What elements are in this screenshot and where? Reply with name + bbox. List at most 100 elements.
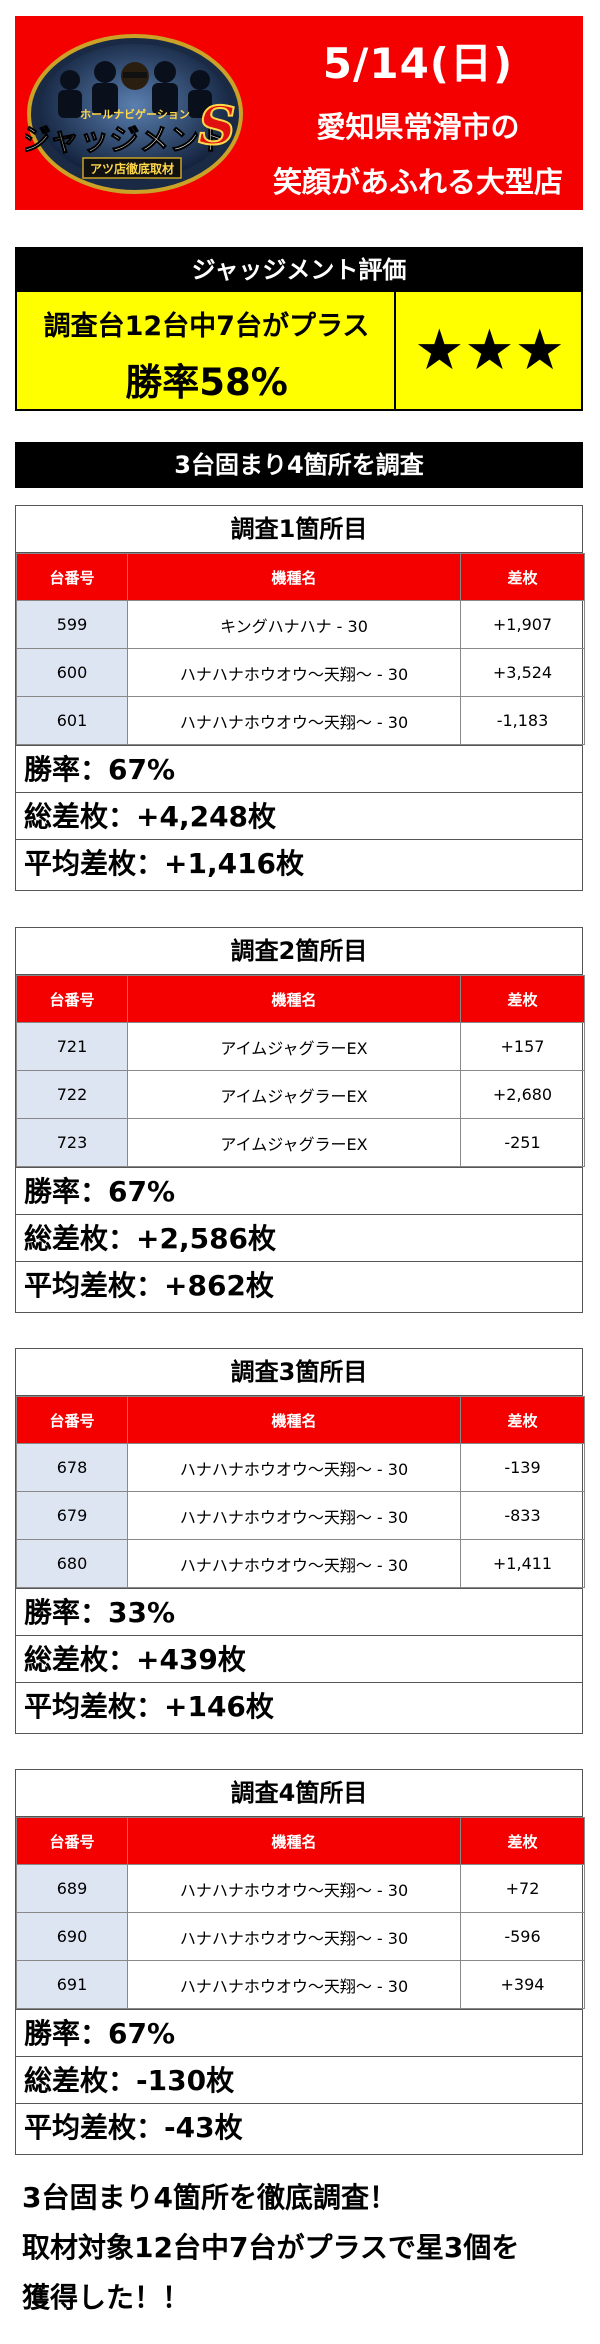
column-header-diff: 差枚 xyxy=(460,553,585,601)
machine-model: キングハナハナ - 30 xyxy=(127,600,461,649)
win-rate: 勝率：67% xyxy=(16,2009,582,2056)
evaluation-summary: 調査台12台中7台がプラス 勝率58% xyxy=(17,292,396,409)
coin-difference: -1,183 xyxy=(460,696,585,745)
evaluation-summary-line1: 調査台12台中7台がプラス xyxy=(43,311,370,342)
machine-model: ハナハナホウオウ〜天翔〜 - 30 xyxy=(127,1443,461,1492)
machine-number: 600 xyxy=(16,648,128,697)
coin-difference: +3,524 xyxy=(460,648,585,697)
table-header-row: 台番号 機種名 差枚 xyxy=(16,1817,585,1865)
store-description: 笑顔があふれる大型店 xyxy=(272,165,563,199)
machine-model: アイムジャグラーEX xyxy=(127,1022,461,1071)
average-difference: 平均差枚：+146枚 xyxy=(16,1682,582,1729)
win-rate: 勝率：33% xyxy=(16,1588,582,1635)
column-header-number: 台番号 xyxy=(16,553,128,601)
column-header-diff: 差枚 xyxy=(460,1396,585,1444)
svg-text:ホールナビゲーション: ホールナビゲーション xyxy=(80,107,190,121)
column-header-diff: 差枚 xyxy=(460,975,585,1023)
svg-text:ジャッジメント: ジャッジメント xyxy=(25,123,229,158)
report-date: 5/14(日) xyxy=(322,39,514,88)
machine-model: ハナハナホウオウ〜天翔〜 - 30 xyxy=(127,1491,461,1540)
machine-model: ハナハナホウオウ〜天翔〜 - 30 xyxy=(127,648,461,697)
column-header-diff: 差枚 xyxy=(460,1817,585,1865)
table-row: 690 ハナハナホウオウ〜天翔〜 - 30 -596 xyxy=(16,1912,585,1961)
column-header-number: 台番号 xyxy=(16,1817,128,1865)
machine-number: 690 xyxy=(16,1912,128,1961)
column-header-number: 台番号 xyxy=(16,975,128,1023)
svg-text:S: S xyxy=(198,96,236,157)
machine-number: 689 xyxy=(16,1864,128,1913)
average-difference: 平均差枚：+1,416枚 xyxy=(16,839,582,886)
evaluation-title: ジャッジメント評価 xyxy=(17,249,581,292)
machine-number: 601 xyxy=(16,696,128,745)
survey-table: 台番号 機種名 差枚 689 ハナハナホウオウ〜天翔〜 - 30 +72 690 ハナハナホウ… xyxy=(16,1817,585,2009)
footer-line2: 取材対象12台中7台がプラスで星3個を xyxy=(22,2231,520,2264)
machine-number: 722 xyxy=(16,1070,128,1119)
survey-block: 調査3箇所目 台番号 機種名 差枚 678 ハナハナホウオウ〜天翔〜 - 30 -139 67… xyxy=(15,1348,585,1734)
column-header-model: 機種名 xyxy=(127,553,461,601)
evaluation-body: 調査台12台中7台がプラス 勝率58% ★★★ xyxy=(17,292,581,409)
machine-number: 599 xyxy=(16,600,128,649)
machine-model: ハナハナホウオウ〜天翔〜 - 30 xyxy=(127,1539,461,1588)
footer-summary: 3台固まり4箇所を徹底調査！ 取材対象12台中7台がプラスで星3個を 獲得した！… xyxy=(22,2173,582,2323)
survey-table: 台番号 機種名 差枚 678 ハナハナホウオウ〜天翔〜 - 30 -139 679 ハナハナホ… xyxy=(16,1396,585,1588)
table-row: 691 ハナハナホウオウ〜天翔〜 - 30 +394 xyxy=(16,1960,585,2009)
average-difference: 平均差枚：-43枚 xyxy=(16,2103,582,2150)
coin-difference: +394 xyxy=(460,1960,585,2009)
table-row: 723 アイムジャグラーEX -251 xyxy=(16,1118,585,1167)
column-header-model: 機種名 xyxy=(127,1817,461,1865)
table-row: 680 ハナハナホウオウ〜天翔〜 - 30 +1,411 xyxy=(16,1539,585,1588)
machine-number: 679 xyxy=(16,1491,128,1540)
survey-table: 台番号 機種名 差枚 721 アイムジャグラーEX +157 722 アイムジャグラーEX +2… xyxy=(16,975,585,1167)
machine-model: ハナハナホウオウ〜天翔〜 - 30 xyxy=(127,696,461,745)
coin-difference: -833 xyxy=(460,1491,585,1540)
machine-number: 721 xyxy=(16,1022,128,1071)
win-rate: 勝率：67% xyxy=(16,745,582,792)
coin-difference: -139 xyxy=(460,1443,585,1492)
table-row: 721 アイムジャグラーEX +157 xyxy=(16,1022,585,1071)
location-line: 愛知県常滑市の xyxy=(316,110,520,144)
machine-model: ハナハナホウオウ〜天翔〜 - 30 xyxy=(127,1864,461,1913)
table-header-row: 台番号 機種名 差枚 xyxy=(16,975,585,1023)
machine-model: アイムジャグラーEX xyxy=(127,1118,461,1167)
coin-difference: -596 xyxy=(460,1912,585,1961)
total-difference: 総差枚：-130枚 xyxy=(16,2056,582,2103)
survey-block: 調査2箇所目 台番号 機種名 差枚 721 アイムジャグラーEX +157 722 アイムジャグ… xyxy=(15,927,585,1313)
svg-text:アツ店徹底取材: アツ店徹底取材 xyxy=(90,161,174,176)
machine-model: アイムジャグラーEX xyxy=(127,1070,461,1119)
column-header-model: 機種名 xyxy=(127,975,461,1023)
machine-number: 680 xyxy=(16,1539,128,1588)
coin-difference: +1,411 xyxy=(460,1539,585,1588)
evaluation-box: ジャッジメント評価 調査台12台中7台がプラス 勝率58% ★★★ xyxy=(15,247,583,411)
survey-table: 台番号 機種名 差枚 599 キングハナハナ - 30 +1,907 600 ハナハナホウオウ… xyxy=(16,553,585,745)
table-header-row: 台番号 機種名 差枚 xyxy=(16,553,585,601)
table-header-row: 台番号 機種名 差枚 xyxy=(16,1396,585,1444)
machine-number: 691 xyxy=(16,1960,128,2009)
table-row: 722 アイムジャグラーEX +2,680 xyxy=(16,1070,585,1119)
total-difference: 総差枚：+4,248枚 xyxy=(16,792,582,839)
header-banner: ホールナビゲーション ジャッジメント S アツ店徹底取材 5/14(日) 愛知県… xyxy=(15,16,583,210)
machine-number: 678 xyxy=(16,1443,128,1492)
survey-block: 調査4箇所目 台番号 機種名 差枚 689 ハナハナホウオウ〜天翔〜 - 30 +72 690… xyxy=(15,1769,585,2155)
table-row: 600 ハナハナホウオウ〜天翔〜 - 30 +3,524 xyxy=(16,648,585,697)
footer-line1: 3台固まり4箇所を徹底調査！ xyxy=(22,2181,397,2214)
table-row: 601 ハナハナホウオウ〜天翔〜 - 30 -1,183 xyxy=(16,696,585,745)
coin-difference: +1,907 xyxy=(460,600,585,649)
table-row: 689 ハナハナホウオウ〜天翔〜 - 30 +72 xyxy=(16,1864,585,1913)
banner-text: 5/14(日) 愛知県常滑市の 笑顔があふれる大型店 xyxy=(253,16,583,210)
total-difference: 総差枚：+2,586枚 xyxy=(16,1214,582,1261)
survey-title: 調査1箇所目 xyxy=(16,506,582,553)
total-difference: 総差枚：+439枚 xyxy=(16,1635,582,1682)
footer-line3: 獲得した！！ xyxy=(22,2281,191,2314)
coin-difference: -251 xyxy=(460,1118,585,1167)
survey-title: 調査2箇所目 xyxy=(16,928,582,975)
judgment-logo: ホールナビゲーション ジャッジメント S アツ店徹底取材 xyxy=(25,34,243,194)
coin-difference: +157 xyxy=(460,1022,585,1071)
survey-title: 調査4箇所目 xyxy=(16,1770,582,1817)
survey-block: 調査1箇所目 台番号 機種名 差枚 599 キングハナハナ - 30 +1,907 600 ハナ… xyxy=(15,505,585,891)
section-header: 3台固まり4箇所を調査 xyxy=(15,442,583,488)
table-row: 599 キングハナハナ - 30 +1,907 xyxy=(16,600,585,649)
evaluation-win-rate: 勝率58% xyxy=(125,361,288,404)
column-header-model: 機種名 xyxy=(127,1396,461,1444)
coin-difference: +2,680 xyxy=(460,1070,585,1119)
win-rate: 勝率：67% xyxy=(16,1167,582,1214)
